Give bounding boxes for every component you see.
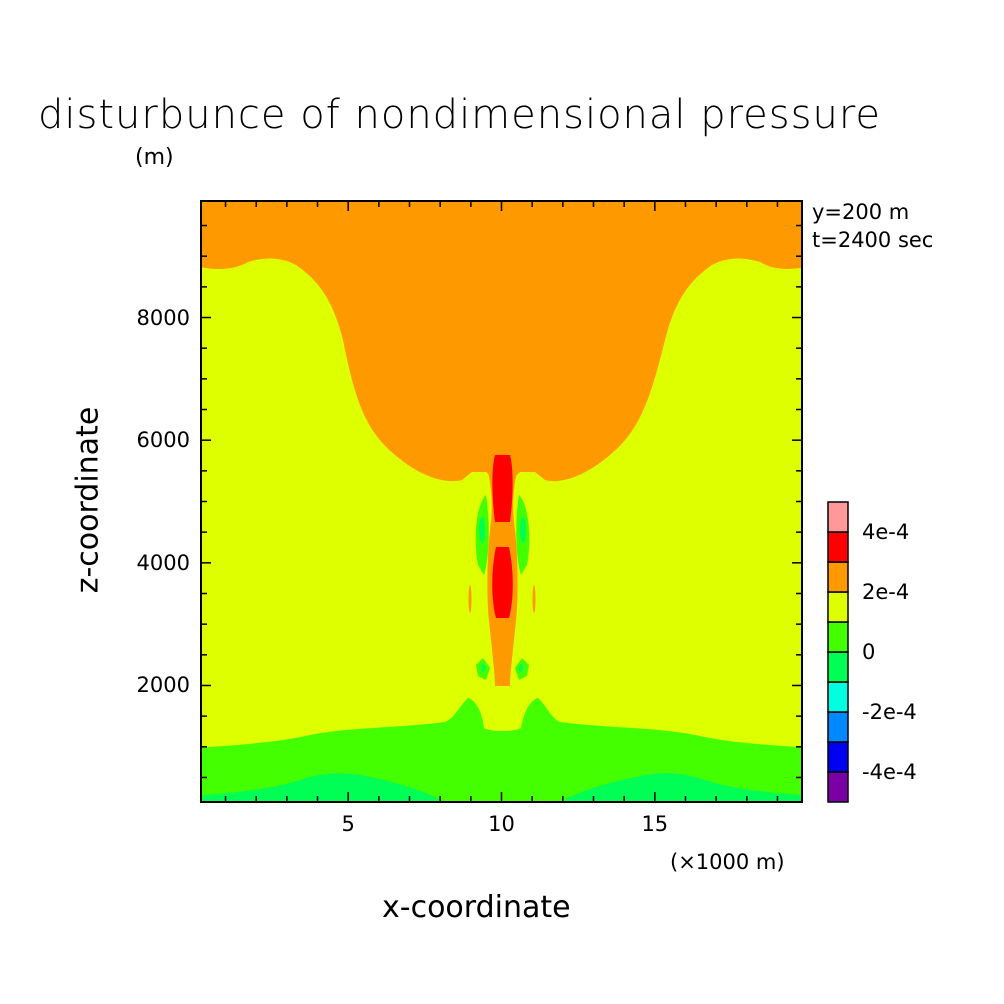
green2-lobe-left (479, 517, 485, 543)
colorbar-swatch (827, 621, 849, 653)
colorbar-swatch (827, 501, 849, 533)
region-upper-orange (201, 201, 802, 482)
orange-sliver-right (532, 585, 536, 613)
annotation-time: t=2400 sec (812, 228, 934, 252)
red-core-lower (492, 547, 513, 618)
x-axis-label: x-coordinate (382, 890, 571, 925)
x-tick-label: 10 (488, 812, 515, 836)
colorbar (827, 501, 849, 803)
region-lower-green2 (201, 773, 802, 802)
y-tick-label: 2000 (136, 673, 190, 698)
colorbar-swatch (827, 681, 849, 713)
x-tick-label: 5 (341, 812, 355, 836)
chart-title: disturbunce of nondimensional pressure (38, 92, 881, 138)
green2-small-left (481, 664, 485, 672)
colorbar-swatch (827, 531, 849, 563)
y-tick-label: 4000 (136, 550, 190, 575)
red-core-upper (492, 455, 513, 522)
colorbar-swatch (827, 561, 849, 593)
colorbar-swatch (827, 711, 849, 743)
orange-sliver-left (468, 585, 472, 613)
y-tick-label: 6000 (136, 428, 190, 453)
colorbar-label: 4e-4 (862, 520, 910, 544)
axis-ticks (201, 201, 802, 802)
y-tick-label: 8000 (136, 305, 190, 330)
annotation-y: y=200 m (812, 200, 910, 224)
green2-lobe-right (520, 517, 526, 543)
colorbar-swatch (827, 651, 849, 683)
colorbar-label: 0 (862, 640, 876, 664)
colorbar-label: -4e-4 (862, 760, 917, 784)
green2-small-right (519, 664, 523, 672)
colorbar-swatch (827, 771, 849, 803)
x-unit: (×1000 m) (670, 850, 785, 874)
colorbar-label: 2e-4 (862, 580, 910, 604)
colorbar-label: -2e-4 (862, 700, 917, 724)
colorbar-swatch (827, 741, 849, 773)
x-tick-label: 15 (641, 812, 669, 836)
y-unit: (m) (135, 145, 174, 170)
colorbar-swatch (827, 591, 849, 623)
